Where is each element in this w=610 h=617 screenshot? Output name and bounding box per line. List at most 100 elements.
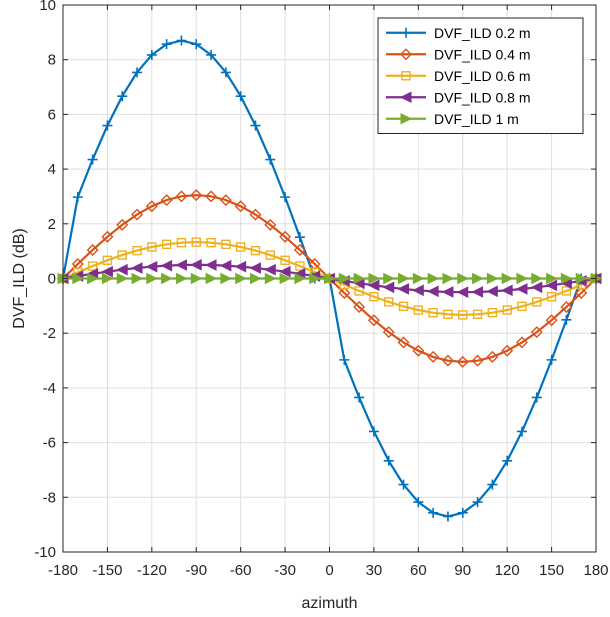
data-point [398,272,410,285]
data-point [530,326,543,339]
data-point [401,27,411,38]
data-point [190,259,202,271]
data-point [545,279,558,292]
data-point [487,479,498,490]
data-point [560,301,573,314]
data-point [397,283,410,295]
data-point [235,272,247,285]
data-point [412,284,424,297]
data-point [264,272,277,285]
data-point [471,354,484,367]
data-point [369,291,379,302]
data-point [428,307,438,318]
data-point [116,272,129,285]
data-point [176,237,187,248]
data-point [428,507,439,518]
data-point [87,154,98,165]
data-point [471,286,484,298]
data-point [234,200,247,213]
data-point [130,262,143,274]
data-point [87,261,98,271]
data-point [235,242,246,252]
data-point [235,91,246,102]
y-tick-label: 0 [48,271,56,288]
data-point [456,286,469,298]
data-point [205,190,218,203]
data-point [206,49,217,60]
data-point [264,218,277,231]
data-point [382,326,395,339]
data-point [516,272,529,285]
data-point [249,262,261,274]
data-point [442,272,455,285]
data-point [456,355,469,368]
data-point [412,344,425,357]
y-tick-label: -2 [43,325,56,342]
data-point [117,250,127,260]
x-tick-label: -90 [185,562,207,579]
data-point [515,336,528,349]
x-tick-label: 120 [495,562,520,579]
data-point [204,259,217,271]
data-point [72,192,83,203]
data-point [220,67,231,78]
data-point [399,91,412,104]
data-point [145,200,158,213]
data-point [400,112,413,125]
data-point [442,511,453,522]
data-point [131,272,144,285]
data-point [101,230,114,243]
y-tick-label: 10 [39,0,56,14]
data-point [324,272,336,285]
data-point [427,350,440,363]
data-point [384,297,394,307]
data-point [265,250,275,260]
data-point [441,354,454,367]
data-point [190,189,203,202]
data-point [560,272,573,285]
data-point [398,479,409,490]
data-point [278,265,291,278]
data-point [161,39,172,50]
data-point [279,272,292,285]
data-point [293,243,306,256]
legend-label: DVF_ILD 0.6 m [434,68,530,84]
data-point [546,272,558,285]
y-tick-label: -4 [43,380,56,397]
data-point [191,39,202,50]
data-point [131,208,144,221]
data-point [427,285,439,298]
data-point [561,314,572,325]
x-tick-label: 30 [366,562,383,579]
legend-entry: DVF_ILD 0.8 m [386,89,530,105]
data-point [443,309,453,320]
data-point [87,272,99,285]
data-point [101,272,114,285]
y-tick-label: -10 [34,544,56,561]
data-point [102,120,113,131]
data-point [487,307,498,318]
data-point [367,279,380,292]
data-point [486,350,499,363]
data-point [546,291,557,302]
x-tick-label: 180 [583,562,608,579]
data-point [250,120,261,131]
data-point [132,245,142,256]
data-point [397,336,410,349]
x-tick-label: -120 [137,562,167,579]
data-point [339,354,350,365]
data-point [472,272,484,285]
data-point [219,259,232,272]
data-point [101,265,113,278]
data-point [516,426,527,437]
data-point [295,261,305,271]
legend-entry: DVF_ILD 1 m [386,111,519,127]
data-point [353,272,366,285]
data-point [457,272,469,285]
x-tick-label: 0 [325,562,333,579]
data-point [382,281,395,294]
data-point [368,426,379,437]
data-point [116,218,129,231]
y-tick-label: 2 [48,216,56,233]
data-point [515,283,528,295]
